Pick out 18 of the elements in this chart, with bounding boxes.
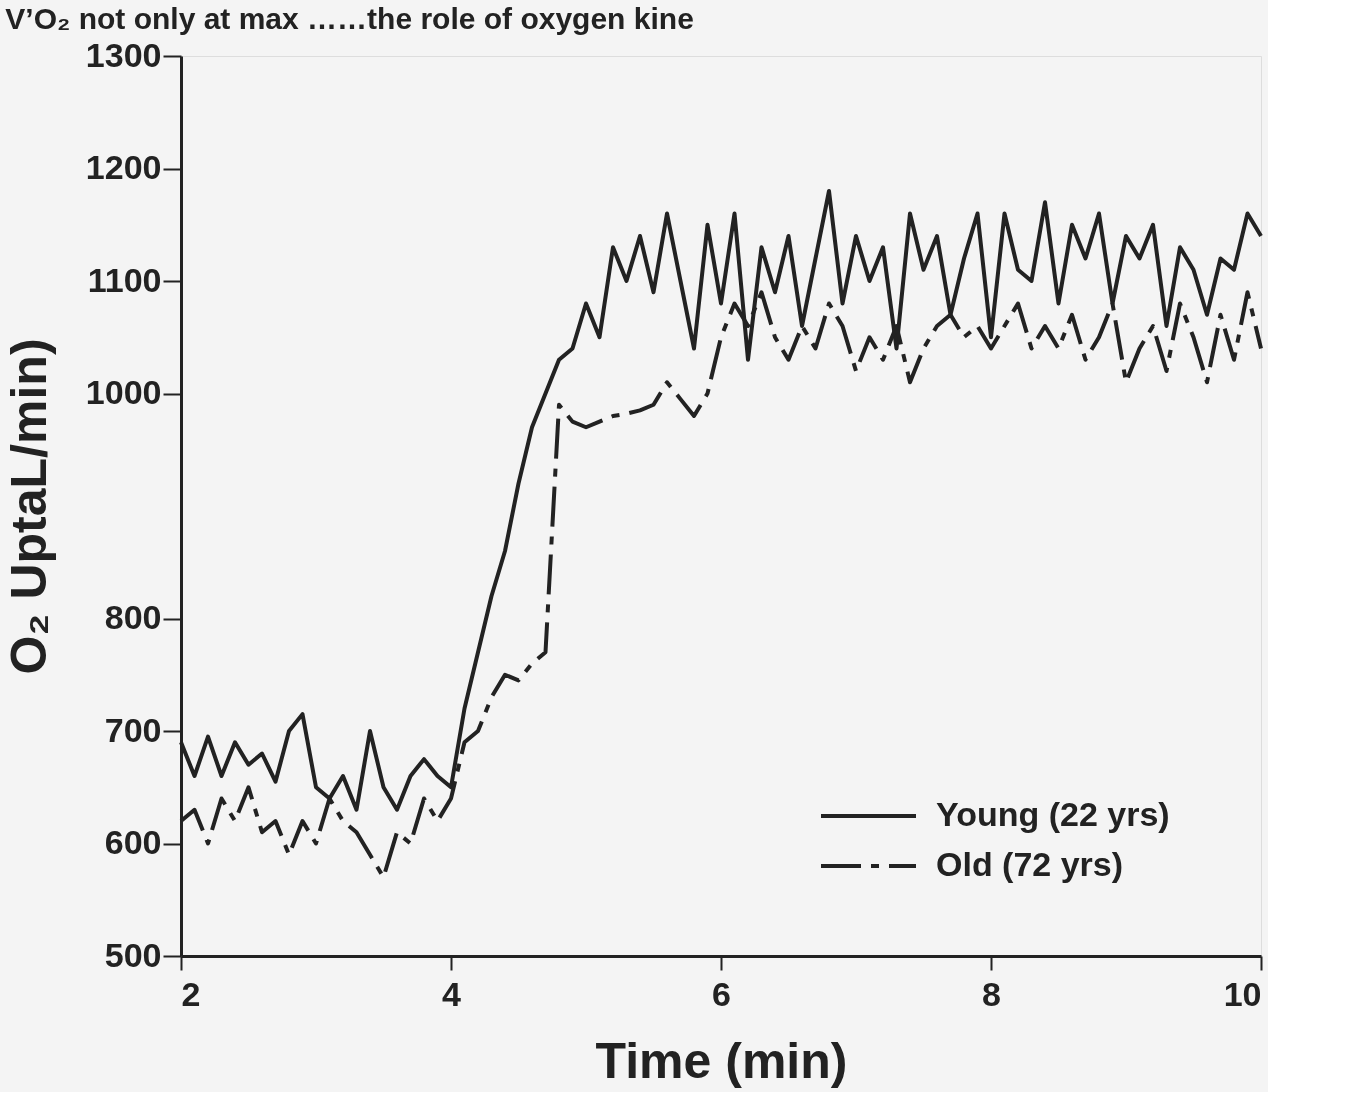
x-axis-title: Time (min)	[595, 1032, 848, 1089]
y-axis-title: O₂ UptaL/min)	[0, 338, 57, 675]
y-tick-label: 1000	[85, 373, 162, 411]
chart-title: V’O₂ not only at max ……the role of oxygen kine	[5, 2, 694, 35]
legend-label: Old (72 yrs)	[936, 845, 1124, 883]
y-tick-label: 800	[104, 598, 162, 636]
legend-label: Young (22 yrs)	[936, 795, 1170, 833]
y-tick-label: 600	[104, 823, 162, 861]
x-tick-label: 4	[442, 974, 462, 1013]
x-tick-label: 6	[712, 974, 731, 1013]
y-tick-label: 1200	[85, 148, 162, 186]
y-tick-label: 1300	[85, 35, 162, 74]
x-tick-label: 10	[1223, 974, 1262, 1013]
y-tick-label: 700	[104, 710, 162, 749]
y-tick-label: 500	[104, 935, 162, 974]
x-tick-label: 8	[982, 974, 1001, 1013]
x-tick-label: 2	[181, 974, 201, 1013]
y-tick-label: 1100	[87, 260, 162, 299]
